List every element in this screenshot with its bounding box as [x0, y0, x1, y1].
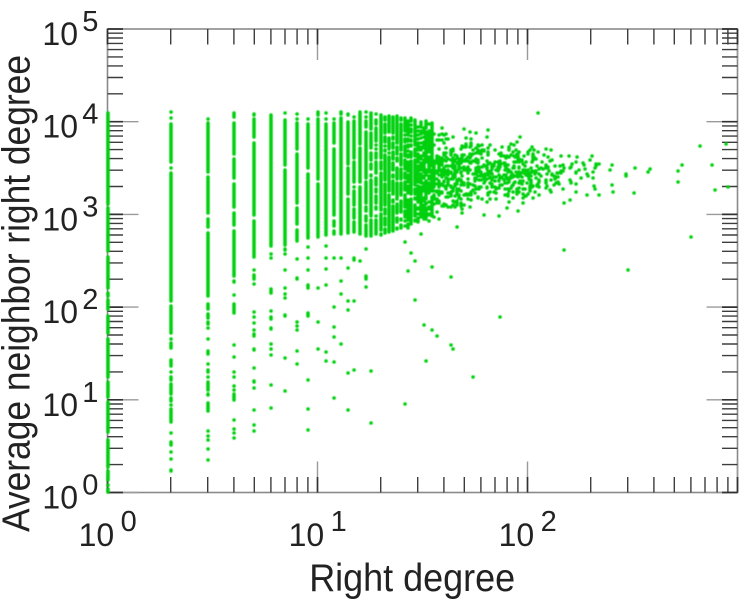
svg-text:Average neighbor right degree: Average neighbor right degree	[0, 55, 39, 532]
svg-text:0: 0	[121, 506, 137, 538]
svg-text:Right degree: Right degree	[309, 557, 515, 600]
svg-text:10: 10	[79, 517, 115, 553]
svg-text:5: 5	[82, 6, 98, 38]
svg-text:0: 0	[82, 470, 98, 502]
svg-text:4: 4	[82, 99, 98, 131]
svg-text:1: 1	[331, 506, 347, 538]
svg-text:10: 10	[42, 387, 78, 423]
svg-text:1: 1	[82, 377, 98, 409]
svg-text:10: 10	[42, 109, 78, 145]
svg-text:10: 10	[289, 517, 325, 553]
svg-text:10: 10	[42, 294, 78, 330]
svg-text:3: 3	[82, 191, 98, 223]
svg-text:10: 10	[42, 201, 78, 237]
svg-text:10: 10	[42, 480, 78, 516]
svg-text:10: 10	[499, 517, 535, 553]
svg-text:2: 2	[82, 284, 98, 316]
svg-text:2: 2	[541, 506, 557, 538]
svg-text:10: 10	[42, 16, 78, 52]
